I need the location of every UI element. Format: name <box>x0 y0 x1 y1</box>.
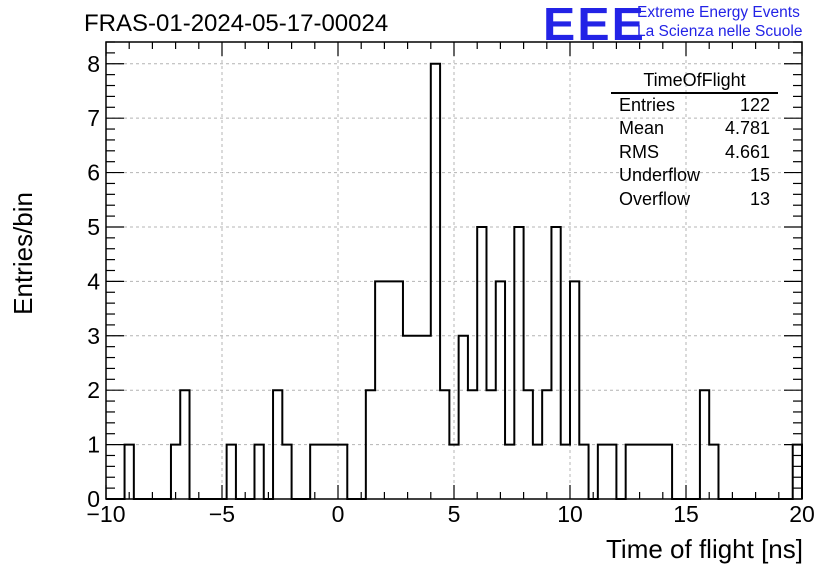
x-tick-label: 20 <box>789 501 815 527</box>
histogram-bin <box>468 390 477 499</box>
stats-value: 13 <box>749 188 770 209</box>
x-tick-label: 10 <box>557 501 583 527</box>
histogram-bin <box>570 281 579 499</box>
x-axis-label: Time of flight [ns] <box>606 534 803 564</box>
histogram-bin <box>403 336 412 499</box>
stats-label: Mean <box>619 118 665 139</box>
histogram-bin <box>180 390 189 499</box>
stats-title: TimeOfFlight <box>611 69 778 94</box>
histogram-bin <box>227 445 236 499</box>
histogram-bin <box>709 445 718 499</box>
histogram-bin <box>700 390 709 499</box>
histogram-bin <box>533 445 542 499</box>
stats-value: 15 <box>749 165 770 186</box>
histogram-bin <box>171 445 180 499</box>
histogram-bin <box>431 64 440 499</box>
stats-value: 4.661 <box>724 141 770 162</box>
histogram-bin <box>384 281 393 499</box>
histogram-bin <box>125 445 134 499</box>
y-tick-label: 3 <box>87 323 100 349</box>
y-tick-label: 6 <box>87 160 100 186</box>
logo-line-2: La Scienza nelle Scuole <box>637 23 803 40</box>
histogram-bin <box>329 445 338 499</box>
histogram-bin <box>459 336 468 499</box>
histogram-bin <box>514 227 523 499</box>
histogram-bin <box>663 445 672 499</box>
histogram-bin <box>524 390 533 499</box>
stats-row-overflow: Overflow 13 <box>611 188 778 211</box>
histogram-bin <box>579 445 588 499</box>
stats-label: Underflow <box>619 165 701 186</box>
histogram-bin <box>422 336 431 499</box>
stats-value: 122 <box>739 95 770 115</box>
y-tick-label: 1 <box>87 432 100 458</box>
histogram-bin <box>366 390 375 499</box>
x-tick-label: 0 <box>332 501 345 527</box>
histogram-bin <box>607 445 616 499</box>
y-tick-label: 5 <box>87 214 100 240</box>
logo-caption: Extreme Energy Events La Scienza nelle S… <box>637 3 802 41</box>
stats-label: Entries <box>619 95 676 115</box>
stats-label: Overflow <box>619 188 691 209</box>
stats-row-rms: RMS 4.661 <box>611 141 778 164</box>
histogram-bin <box>496 281 505 499</box>
stats-label: RMS <box>619 141 659 162</box>
y-tick-label: 0 <box>87 486 100 512</box>
histogram-bin <box>598 445 607 499</box>
histogram-bin <box>561 445 570 499</box>
stats-box: TimeOfFlight Entries 122 Mean 4.781 RMS … <box>611 69 778 211</box>
histogram-bin <box>542 390 551 499</box>
stats-value: 4.781 <box>724 118 770 139</box>
histogram-bin <box>412 336 421 499</box>
run-title: FRAS-01-2024-05-17-00024 <box>84 10 389 37</box>
histogram-bin <box>793 445 802 499</box>
stats-row-entries: Entries 122 <box>611 94 778 117</box>
histogram-bin <box>273 390 282 499</box>
histogram-bin <box>635 445 644 499</box>
histogram-bin <box>644 445 653 499</box>
histogram-bin <box>375 281 384 499</box>
histogram-bin <box>319 445 328 499</box>
stats-row-mean: Mean 4.781 <box>611 117 778 140</box>
histogram-outline <box>106 62 803 500</box>
y-axis-label: Entries/bin <box>8 192 38 315</box>
stats-row-underflow: Underflow 15 <box>611 164 778 187</box>
histogram-bin <box>338 445 347 499</box>
histogram-bin <box>254 445 263 499</box>
x-tick-label: 5 <box>448 501 461 527</box>
logo-line-1: Extreme Energy Events <box>637 4 800 21</box>
histogram-bin <box>626 445 635 499</box>
y-tick-label: 4 <box>87 268 100 294</box>
eee-logo: EEE <box>543 0 646 50</box>
x-tick-label: −10 <box>86 501 125 527</box>
histogram-bin <box>310 445 319 499</box>
histogram-bin <box>505 445 514 499</box>
histogram-bin <box>440 390 449 499</box>
x-tick-label: 15 <box>673 501 699 527</box>
histogram-bin <box>282 445 291 499</box>
histogram-bin <box>477 227 486 499</box>
histogram-bin <box>654 445 663 499</box>
y-tick-label: 2 <box>87 377 100 403</box>
y-tick-label: 7 <box>87 105 100 131</box>
y-tick-label: 8 <box>87 51 100 77</box>
histogram-bin <box>486 390 495 499</box>
histogram-bin <box>394 281 403 499</box>
x-tick-label: −5 <box>209 501 235 527</box>
histogram-bin <box>551 227 560 499</box>
